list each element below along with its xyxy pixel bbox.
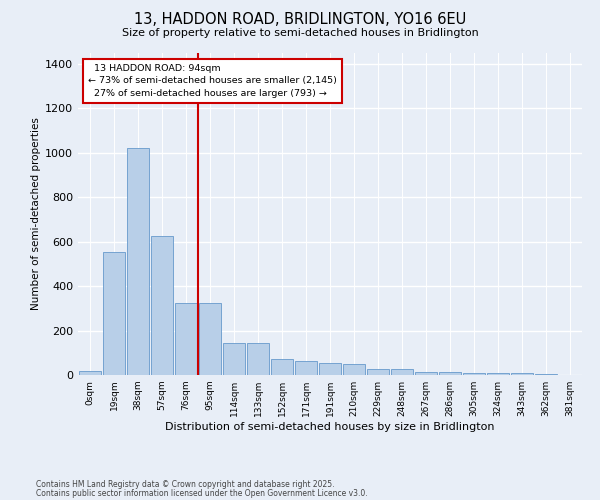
Bar <box>223 343 245 375</box>
Bar <box>271 360 293 375</box>
Bar <box>199 302 221 375</box>
Bar <box>343 364 365 375</box>
Bar <box>79 370 101 375</box>
Bar <box>295 360 317 375</box>
Bar <box>127 148 149 375</box>
Bar <box>175 302 197 375</box>
Bar <box>247 343 269 375</box>
Bar <box>487 373 509 375</box>
Y-axis label: Number of semi-detached properties: Number of semi-detached properties <box>31 118 41 310</box>
Bar <box>151 236 173 375</box>
Text: 13 HADDON ROAD: 94sqm
← 73% of semi-detached houses are smaller (2,145)
  27% of: 13 HADDON ROAD: 94sqm ← 73% of semi-deta… <box>88 64 337 98</box>
Text: Size of property relative to semi-detached houses in Bridlington: Size of property relative to semi-detach… <box>122 28 478 38</box>
Bar <box>463 373 485 375</box>
Bar <box>391 369 413 375</box>
Bar <box>439 372 461 375</box>
Text: 13, HADDON ROAD, BRIDLINGTON, YO16 6EU: 13, HADDON ROAD, BRIDLINGTON, YO16 6EU <box>134 12 466 28</box>
Bar <box>511 373 533 375</box>
X-axis label: Distribution of semi-detached houses by size in Bridlington: Distribution of semi-detached houses by … <box>165 422 495 432</box>
Text: Contains HM Land Registry data © Crown copyright and database right 2025.: Contains HM Land Registry data © Crown c… <box>36 480 335 489</box>
Bar <box>367 369 389 375</box>
Bar <box>103 252 125 375</box>
Bar <box>319 364 341 375</box>
Bar <box>535 374 557 375</box>
Text: Contains public sector information licensed under the Open Government Licence v3: Contains public sector information licen… <box>36 488 368 498</box>
Bar <box>415 372 437 375</box>
